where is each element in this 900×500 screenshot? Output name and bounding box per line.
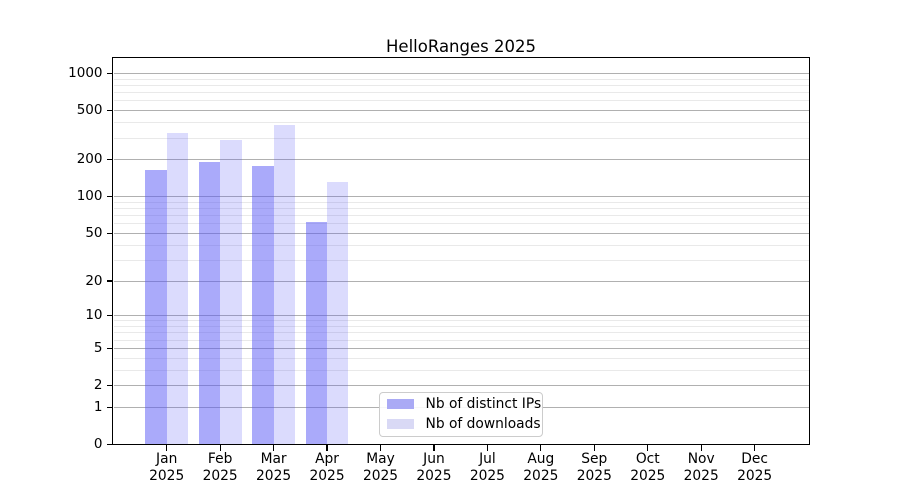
y-tickmark-500 xyxy=(106,110,113,112)
y-tickmark-0 xyxy=(106,443,113,446)
gridline-minor-60 xyxy=(113,223,810,225)
legend-label-downloads: Nb of downloads xyxy=(425,415,541,432)
gridline-minor-7 xyxy=(113,332,810,334)
x-tickmark-may xyxy=(379,444,382,451)
legend: Nb of distinct IPs Nb of downloads xyxy=(378,391,543,437)
gridline-minor-6 xyxy=(113,339,810,341)
y-tickmark-5 xyxy=(106,347,113,349)
x-tick-label-apr: Apr 2025 xyxy=(309,451,345,484)
legend-swatch-downloads xyxy=(386,418,414,430)
y-tick-label-5: 5 xyxy=(93,339,103,356)
gridline-major-5 xyxy=(113,347,810,349)
y-tickmark-50 xyxy=(106,232,113,234)
x-tick-label-jul: Jul 2025 xyxy=(469,451,505,484)
x-tickmark-dec xyxy=(754,444,756,451)
x-tickmark-oct xyxy=(647,444,649,451)
gridline-minor-80 xyxy=(113,208,810,210)
bar-distinct-ips-apr xyxy=(305,222,328,445)
x-tick-label-may: May 2025 xyxy=(362,451,399,484)
x-tick-label-oct: Oct 2025 xyxy=(630,451,666,484)
x-tickmark-jul xyxy=(486,444,488,451)
y-tickmark-100 xyxy=(106,196,113,198)
y-tick-label-500: 500 xyxy=(76,102,103,119)
x-tickmark-jun xyxy=(433,444,435,451)
x-tick-label-dec: Dec 2025 xyxy=(737,451,773,484)
gridline-minor-800 xyxy=(113,84,810,86)
gridline-minor-3 xyxy=(113,369,810,371)
y-tick-label-0: 0 xyxy=(93,436,103,452)
bar-downloads-feb xyxy=(220,140,242,445)
y-tickmark-1 xyxy=(106,406,113,408)
y-tickmark-1000 xyxy=(106,72,113,75)
y-tick-label-2: 2 xyxy=(93,377,103,393)
x-tickmark-sep xyxy=(593,444,595,451)
gridline-minor-8 xyxy=(113,326,810,327)
gridline-minor-40 xyxy=(113,244,810,246)
y-tick-label-200: 200 xyxy=(76,151,103,168)
x-tickmark-nov xyxy=(700,444,702,451)
gridline-major-500 xyxy=(113,110,810,112)
x-tickmark-mar xyxy=(273,444,275,451)
x-tick-label-jun: Jun 2025 xyxy=(416,451,452,484)
gridline-minor-9 xyxy=(113,320,810,322)
chart-title: HelloRanges 2025 xyxy=(386,37,536,56)
x-tickmark-feb xyxy=(219,444,221,451)
legend-label-distinct-ips: Nb of distinct IPs xyxy=(425,396,542,413)
x-tickmark-aug xyxy=(540,444,542,451)
gridline-major-50 xyxy=(113,232,810,234)
y-tickmark-200 xyxy=(106,159,113,161)
gridline-minor-90 xyxy=(113,201,810,203)
bar-distinct-ips-mar xyxy=(252,165,274,445)
gridline-major-200 xyxy=(113,159,810,161)
y-tick-label-50: 50 xyxy=(85,224,103,241)
gridline-minor-700 xyxy=(113,92,810,94)
gridline-minor-400 xyxy=(113,122,810,124)
legend-swatch-distinct-ips xyxy=(386,398,414,410)
x-tick-label-jan: Jan 2025 xyxy=(149,451,185,484)
gridline-major-20 xyxy=(113,280,810,282)
x-tick-label-aug: Aug 2025 xyxy=(523,451,559,484)
bar-downloads-jan xyxy=(166,132,189,445)
gridline-minor-30 xyxy=(113,259,810,261)
y-tickmark-10 xyxy=(106,315,113,317)
bar-downloads-apr xyxy=(327,182,349,445)
x-tickmark-apr xyxy=(326,444,328,451)
y-tick-label-10: 10 xyxy=(85,307,103,324)
gridline-major-2 xyxy=(113,385,810,386)
gridline-minor-70 xyxy=(113,215,810,217)
y-tickmark-2 xyxy=(106,384,113,387)
x-tick-label-sep: Sep 2025 xyxy=(576,451,612,484)
legend-item-downloads: Nb of downloads xyxy=(386,415,542,432)
gridline-minor-4 xyxy=(113,357,810,359)
x-tick-label-nov: Nov 2025 xyxy=(683,451,719,484)
gridline-minor-600 xyxy=(113,100,810,102)
y-tick-label-1000: 1000 xyxy=(68,64,103,81)
y-tick-label-100: 100 xyxy=(76,188,103,205)
bar-distinct-ips-jan xyxy=(145,170,167,445)
x-tickmark-jan xyxy=(166,444,168,451)
y-tick-label-1: 1 xyxy=(93,398,103,415)
bar-downloads-mar xyxy=(273,125,295,445)
gridline-major-100 xyxy=(113,196,810,198)
gridline-major-1000 xyxy=(113,72,810,74)
y-tick-label-20: 20 xyxy=(85,272,103,289)
gridline-major-10 xyxy=(113,315,810,317)
y-tickmark-20 xyxy=(106,280,113,282)
legend-item-distinct-ips: Nb of distinct IPs xyxy=(386,396,542,413)
gridline-minor-900 xyxy=(113,78,810,80)
bar-distinct-ips-feb xyxy=(198,161,221,445)
x-tick-label-mar: Mar 2025 xyxy=(256,451,292,484)
x-tick-label-feb: Feb 2025 xyxy=(202,451,238,484)
gridline-minor-300 xyxy=(113,137,810,139)
